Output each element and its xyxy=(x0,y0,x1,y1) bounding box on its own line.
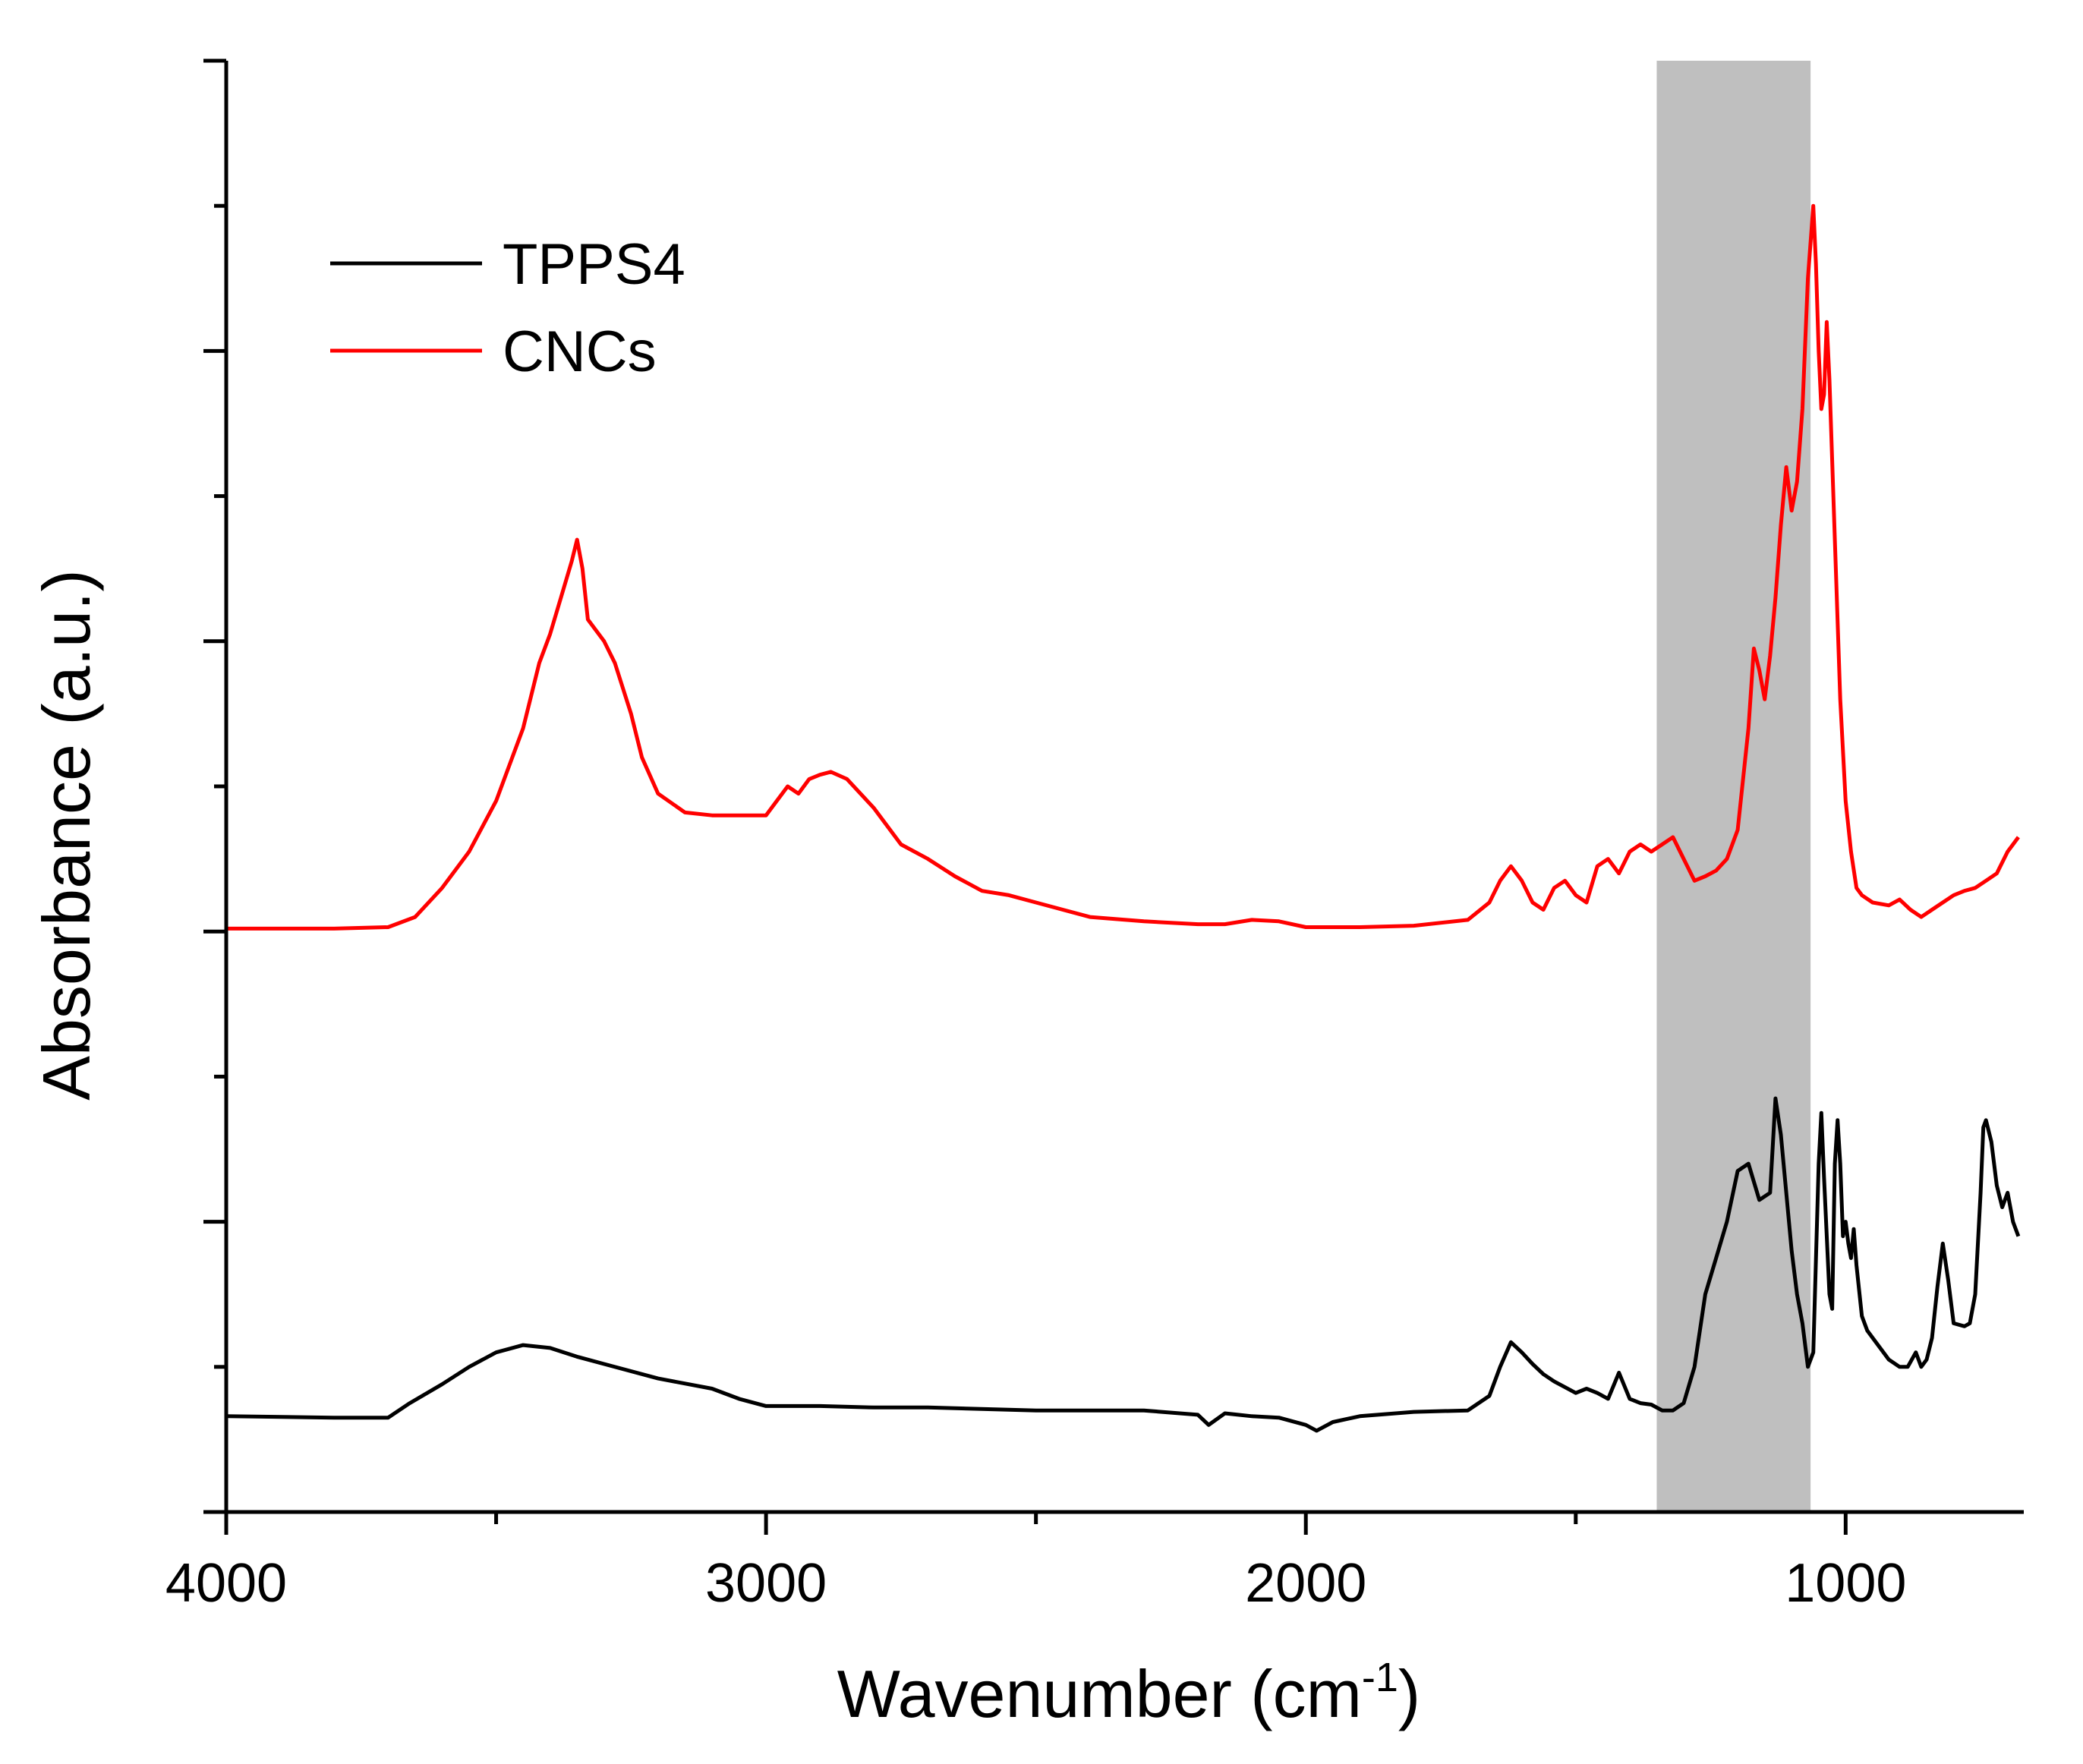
x-axis-title-close: ) xyxy=(1398,1656,1420,1731)
x-tick-label: 1000 xyxy=(1785,1553,1906,1614)
y-axis-title: Absorbance (a.u.) xyxy=(29,569,104,1101)
series-line-tpps4 xyxy=(225,1096,2021,1433)
legend: TPPS4 CNCs xyxy=(330,232,685,384)
x-tick-label: 2000 xyxy=(1245,1553,1366,1614)
legend-label-tpps4: TPPS4 xyxy=(503,232,685,297)
series-layer xyxy=(225,203,2021,1433)
series-line-cncs xyxy=(226,203,2020,931)
x-axis-title: Wavenumber (cm-1) xyxy=(837,1655,1420,1731)
x-tick-label: 4000 xyxy=(165,1553,287,1614)
x-axis-title-main: Wavenumber (cm xyxy=(837,1656,1362,1731)
legend-label-cncs: CNCs xyxy=(503,320,657,384)
axes-layer: 4000 3000 2000 1000 xyxy=(165,58,2024,1614)
x-tick-label: 3000 xyxy=(705,1553,827,1614)
highlight-band-layer xyxy=(1656,61,1811,1512)
highlight-band xyxy=(1656,61,1811,1512)
x-axis-title-sup: -1 xyxy=(1362,1655,1398,1700)
